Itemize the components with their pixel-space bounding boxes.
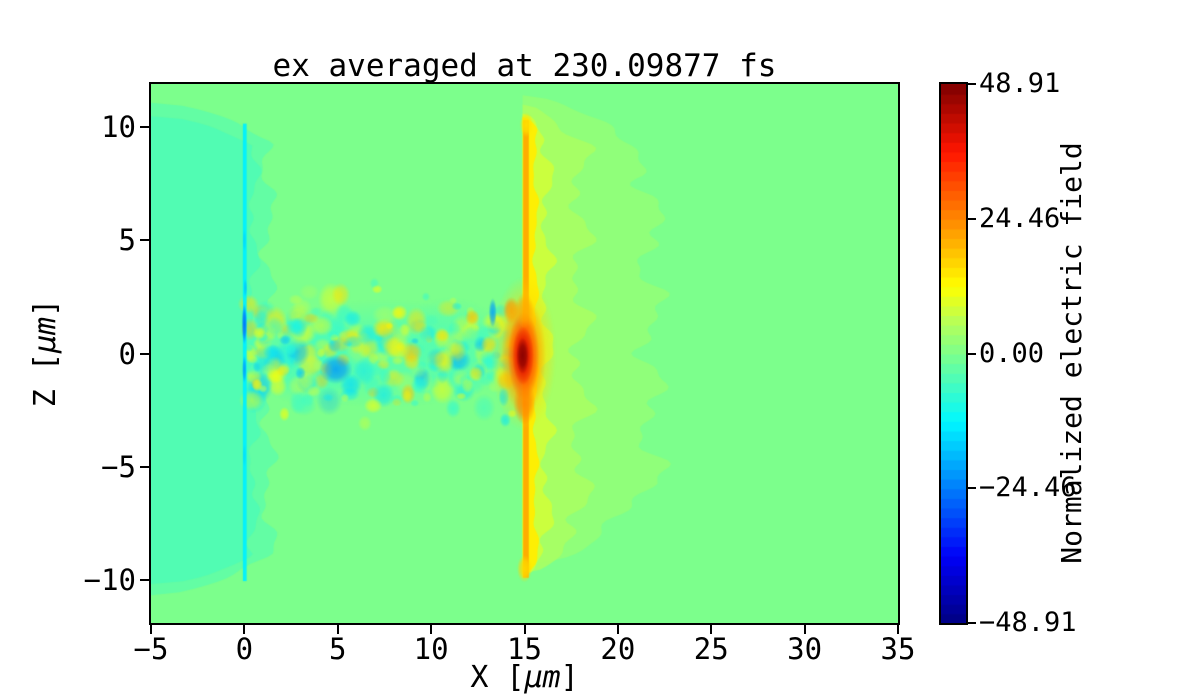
plot-title: ex_averaged at 230.09877 fs: [272, 48, 777, 84]
colorbar-tick-mark: [968, 487, 976, 490]
y-tick-label: −5: [101, 449, 136, 484]
x-tick-label: 35: [880, 632, 916, 666]
y-axis-label-prefix: Z [: [28, 353, 63, 408]
y-tick-mark: [140, 352, 149, 355]
x-tick-label: 25: [693, 632, 729, 666]
colorbar-tick-mark: [968, 217, 976, 220]
y-axis-label: Z [μm]: [28, 298, 63, 408]
y-tick-mark: [140, 578, 149, 581]
plot-area: [149, 82, 900, 625]
colorbar-tick-label: −48.91: [979, 607, 1077, 638]
y-tick-mark: [140, 239, 149, 242]
colorbar-tick-mark: [968, 83, 976, 85]
colorbar-tick-mark: [968, 352, 976, 355]
y-tick-label: 0: [118, 336, 136, 371]
y-tick-label: 5: [118, 223, 136, 258]
colorbar-label: Normalized electric field: [1055, 142, 1088, 564]
x-tick-mark: [710, 625, 713, 634]
x-axis-label: X [μm]: [151, 661, 898, 695]
y-tick-label: 10: [101, 110, 136, 145]
x-tick-label: 20: [600, 632, 636, 666]
x-tick-label: 0: [235, 632, 254, 666]
y-tick-label: −10: [83, 562, 136, 597]
heatmap-canvas: [151, 84, 898, 623]
colorbar-tick-label: −24.46: [979, 472, 1077, 504]
x-tick-mark: [803, 625, 806, 634]
x-tick-label: 30: [787, 632, 823, 666]
x-tick-mark: [523, 625, 526, 634]
colorbar-tick-mark: [968, 622, 976, 624]
colorbar: [939, 82, 968, 625]
x-tick-label: 5: [329, 632, 347, 666]
x-axis-label-unit: μm: [524, 660, 561, 695]
x-tick-mark: [616, 625, 619, 634]
y-axis-label-suffix: ]: [28, 298, 63, 317]
x-axis-label-suffix: ]: [560, 660, 579, 695]
x-tick-mark: [336, 625, 339, 634]
x-tick-mark: [430, 625, 433, 634]
y-tick-mark: [140, 126, 149, 129]
colorbar-tick-label: 24.46: [979, 202, 1061, 234]
x-axis-label-prefix: X [: [470, 660, 525, 695]
colorbar-tick-label: 48.91: [979, 68, 1061, 99]
y-tick-mark: [140, 465, 149, 468]
x-tick-label: −5: [133, 632, 169, 666]
colorbar-tick-label: 0.00: [979, 337, 1045, 369]
colorbar-canvas: [941, 84, 966, 623]
x-tick-mark: [243, 625, 246, 634]
x-tick-label: 10: [413, 632, 449, 666]
x-tick-label: 15: [507, 632, 542, 666]
y-axis-label-unit: μm: [28, 316, 63, 353]
x-tick-mark: [897, 625, 899, 634]
x-tick-mark: [150, 625, 152, 634]
